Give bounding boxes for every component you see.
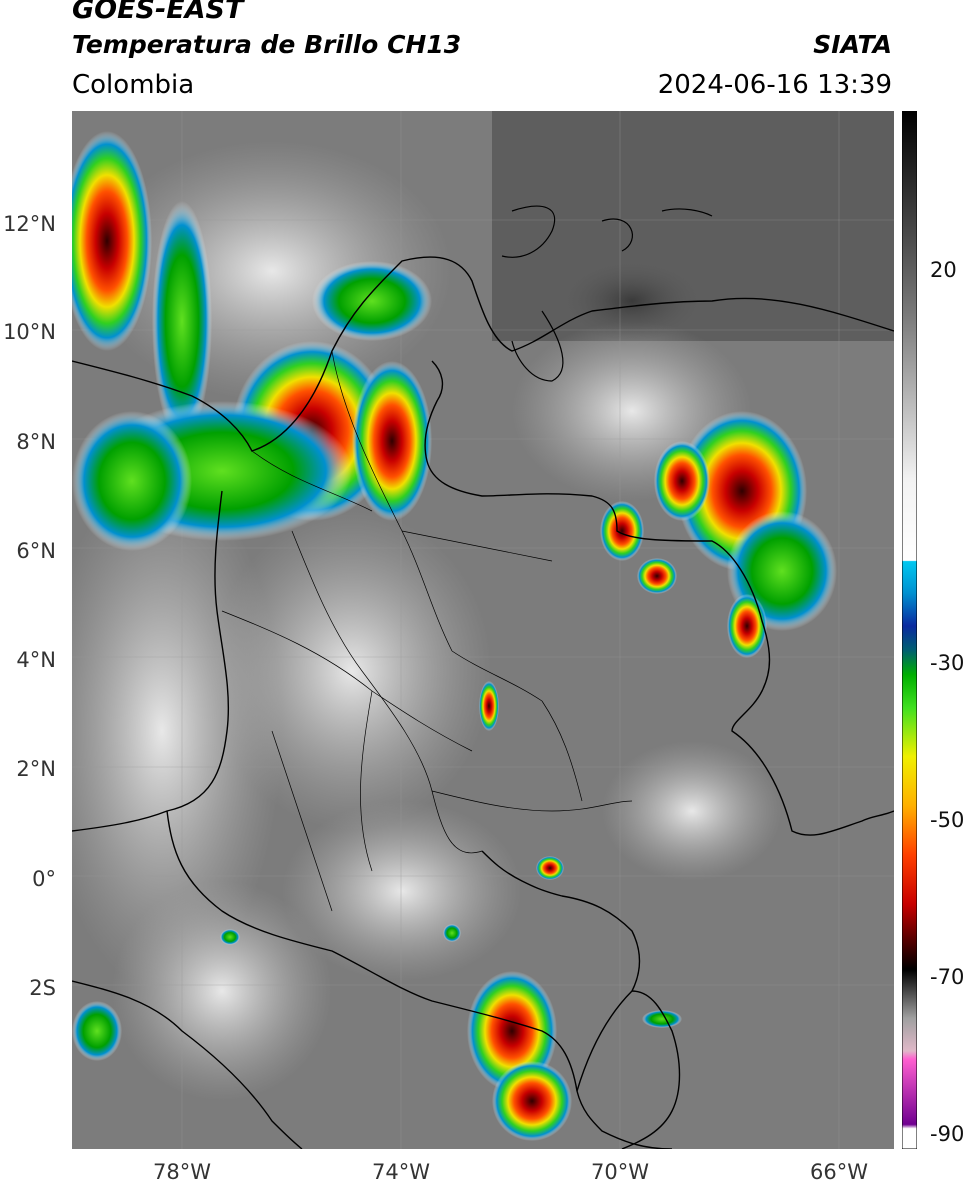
- product-title: Temperatura de Brillo CH13: [72, 30, 462, 59]
- lon-tick-66W: 66°W: [810, 1160, 868, 1184]
- lat-tick-4N: 4°N: [16, 648, 56, 672]
- lon-tick-78W: 78°W: [153, 1160, 211, 1184]
- lat-tick-2S: 2S: [29, 976, 56, 1000]
- region-label: Colombia: [72, 70, 195, 100]
- satellite-map[interactable]: [72, 111, 894, 1149]
- lat-tick-6N: 6°N: [16, 539, 56, 563]
- lon-tick-74W: 74°W: [372, 1160, 430, 1184]
- colorbar-tick-minus30: -30: [930, 651, 965, 675]
- colorbar-tick-minus50: -50: [930, 808, 965, 832]
- temperature-colorbar: [902, 111, 917, 1149]
- satellite-title: GOES-EAST: [72, 0, 244, 25]
- agency-label: SIATA: [813, 30, 892, 59]
- internal-borders: [221, 350, 633, 912]
- colorbar-tick-minus90: -90: [930, 1122, 965, 1146]
- coastline: [501, 205, 713, 382]
- lat-tick-8N: 8°N: [16, 430, 56, 454]
- borders: [72, 256, 894, 1149]
- map-background: [72, 111, 894, 1149]
- lon-tick-70W: 70°W: [591, 1160, 649, 1184]
- lat-tick-12N: 12°N: [3, 212, 56, 236]
- lat-tick-0: 0°: [32, 867, 56, 891]
- convective-clouds: [72, 131, 837, 1141]
- colorbar-tick-20: 20: [930, 258, 957, 282]
- colorbar-tick-minus70: -70: [930, 965, 965, 989]
- lat-tick-10N: 10°N: [3, 320, 56, 344]
- lat-tick-2N: 2°N: [16, 757, 56, 781]
- datetime-label: 2024-06-16 13:39: [657, 70, 892, 100]
